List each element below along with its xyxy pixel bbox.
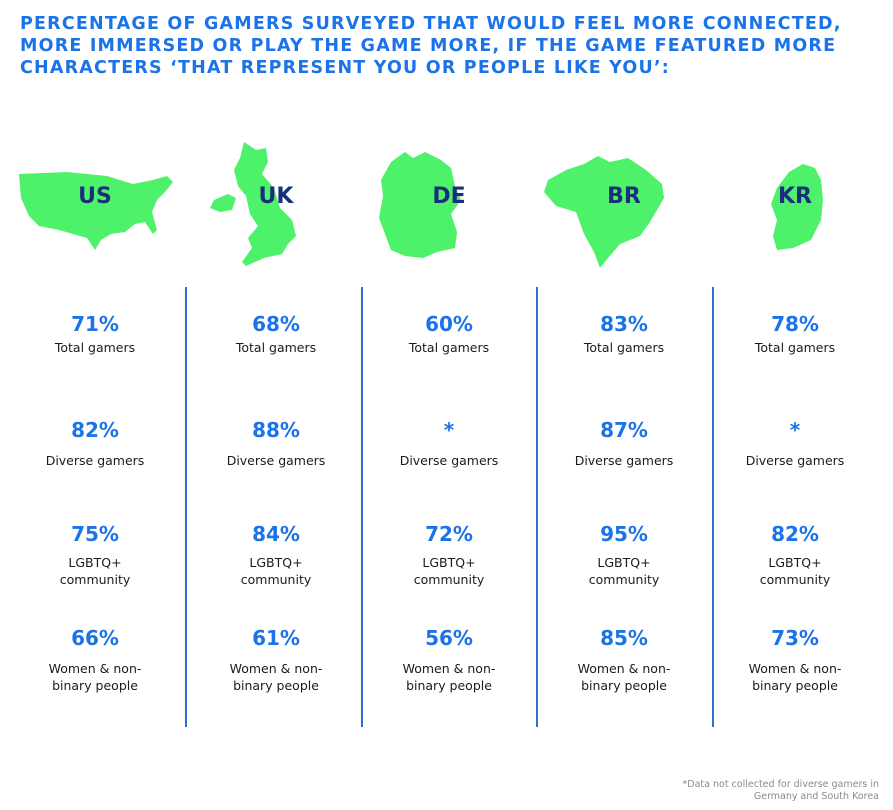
stat-value: 66% [71,626,119,650]
stat-label: LGBTQ+ community [759,555,831,587]
stat-label: LGBTQ+ community [588,555,660,587]
stat-value: 88% [252,418,300,442]
column-uk: UK 68% Total gamers 88% Diverse gamers 84% LGB… [188,140,364,740]
stat-label: Diverse gamers [745,453,845,468]
stat-value: 85% [600,626,648,650]
stat-value: 56% [425,626,473,650]
stat-total: 68% Total gamers [188,312,364,356]
column-divider [185,287,187,727]
stat-value: 68% [252,312,300,336]
stat-label: Women & non-binary people [402,661,496,693]
country-code: BR [607,184,641,209]
column-divider [536,287,538,727]
stat-label: LGBTQ+ community [240,555,312,587]
stat-label: Women & non-binary people [577,661,671,693]
stat-lgbtq: 75% LGBTQ+ community [7,522,183,588]
br-map-icon [544,156,664,268]
stat-label: Total gamers [583,340,665,355]
stat-value: 60% [425,312,473,336]
stat-value: * [789,418,801,442]
stat-value: 95% [600,522,648,546]
stat-lgbtq: 95% LGBTQ+ community [536,522,712,588]
stat-total: 78% Total gamers [707,312,883,356]
stat-label: Women & non-binary people [748,661,842,693]
kr-map [771,164,823,250]
stat-value: 87% [600,418,648,442]
stat-total: 83% Total gamers [536,312,712,356]
stat-diverse: 88% Diverse gamers [188,418,364,469]
stat-lgbtq: 82% LGBTQ+ community [707,522,883,588]
stat-value: 72% [425,522,473,546]
stat-women: 56% Women & non-binary people [361,626,537,694]
stat-label: LGBTQ+ community [59,555,131,587]
stat-label: LGBTQ+ community [413,555,485,587]
us-map-icon [19,172,173,250]
country-code: US [78,184,112,209]
stat-diverse: 82% Diverse gamers [7,418,183,469]
stat-label: Total gamers [754,340,836,355]
stat-label: Total gamers [235,340,317,355]
stat-value: 83% [600,312,648,336]
stat-lgbtq: 72% LGBTQ+ community [361,522,537,588]
de-map-icon [379,152,461,258]
stat-women: 61% Women & non-binary people [188,626,364,694]
stat-diverse: 87% Diverse gamers [536,418,712,469]
de-map [379,152,461,258]
stat-label: Diverse gamers [574,453,674,468]
country-code: KR [778,184,812,209]
stat-value: 71% [71,312,119,336]
stat-value: 82% [771,522,819,546]
stat-diverse: * Diverse gamers [707,418,883,469]
stat-value: 82% [71,418,119,442]
country-code: UK [258,184,294,209]
br-map [544,156,664,268]
stat-value: 75% [71,522,119,546]
stat-label: Women & non-binary people [48,661,142,693]
stat-label: Diverse gamers [45,453,145,468]
column-br: BR 83% Total gamers 87% Diverse gamers 95% LGB… [536,140,712,740]
column-divider [712,287,714,727]
column-de: DE 60% Total gamers * Diverse gamers 72% LGBTQ… [361,140,537,740]
stat-total: 71% Total gamers [7,312,183,356]
stat-label: Diverse gamers [226,453,326,468]
stat-value: * [443,418,455,442]
stat-total: 60% Total gamers [361,312,537,356]
stat-value: 61% [252,626,300,650]
stat-value: 84% [252,522,300,546]
column-divider [361,287,363,727]
stat-value: 73% [771,626,819,650]
stat-label: Diverse gamers [399,453,499,468]
stat-diverse: * Diverse gamers [361,418,537,469]
stat-women: 73% Women & non-binary people [707,626,883,694]
column-us: US 71% Total gamers 82% Diverse gamers 75% LGB… [7,140,183,740]
stat-label: Total gamers [408,340,490,355]
stat-women: 66% Women & non-binary people [7,626,183,694]
chart-title: PERCENTAGE OF GAMERS SURVEYED THAT WOULD… [20,14,842,78]
uk-map-icon [210,142,296,266]
kr-map-icon [771,164,823,250]
us-map [19,172,173,250]
stat-lgbtq: 84% LGBTQ+ community [188,522,364,588]
footnote: *Data not collected for diverse gamers i… [682,779,879,802]
uk-map [210,142,296,266]
stat-label: Total gamers [54,340,136,355]
column-kr: KR 78% Total gamers * Diverse gamers 82% LGBTQ… [707,140,883,740]
country-code: DE [432,184,466,209]
stat-value: 78% [771,312,819,336]
stat-women: 85% Women & non-binary people [536,626,712,694]
stat-label: Women & non-binary people [229,661,323,693]
